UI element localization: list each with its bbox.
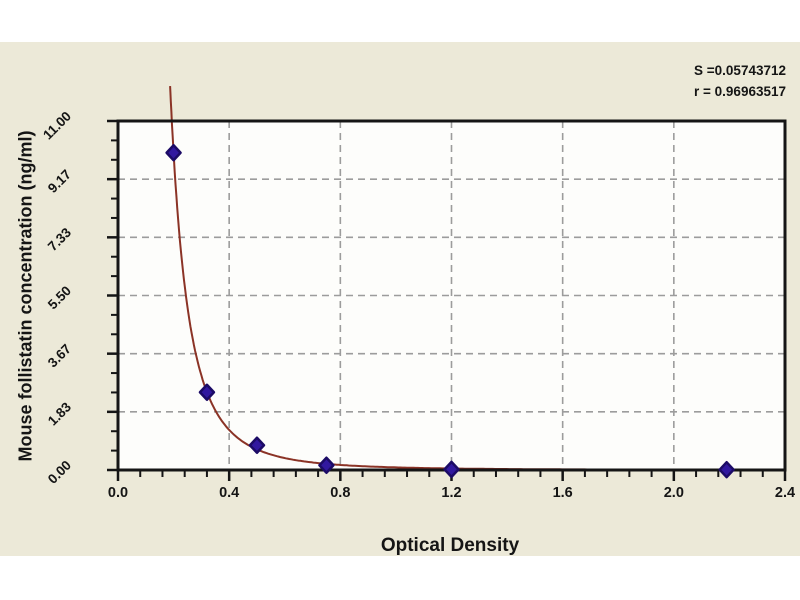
stat-r-value: r = 0.96963517 (694, 84, 786, 99)
y-tick-label: 5.50 (45, 283, 74, 312)
x-tick-label: 1.6 (553, 485, 573, 501)
y-tick-label: 3.67 (45, 341, 74, 370)
y-tick-label: 9.17 (45, 167, 74, 196)
data-point (318, 456, 335, 474)
x-tick-label: 0.8 (330, 485, 350, 501)
y-tick-label: 11.00 (40, 109, 74, 143)
y-tick-label: 7.33 (45, 225, 75, 255)
data-point (718, 460, 735, 479)
x-axis-title: Optical Density (380, 535, 520, 556)
data-point (248, 436, 266, 455)
x-tick-label: 0.4 (219, 485, 239, 501)
y-tick-label: 1.83 (45, 399, 75, 429)
y-axis-title: Mouse follistatin concentration (ng/ml) (15, 130, 36, 462)
data-point (198, 383, 216, 402)
stat-s-value: S =0.05743712 (694, 63, 786, 78)
x-tick-label: 1.2 (441, 485, 461, 501)
y-tick-label: 0.00 (45, 458, 74, 487)
data-point (443, 460, 460, 479)
fit-statistics: S =0.05743712 r = 0.96963517 (694, 60, 786, 102)
data-point (165, 143, 182, 162)
x-tick-label: 0.0 (108, 485, 128, 501)
x-tick-label: 2.4 (775, 485, 795, 501)
x-tick-label: 2.0 (664, 485, 684, 501)
